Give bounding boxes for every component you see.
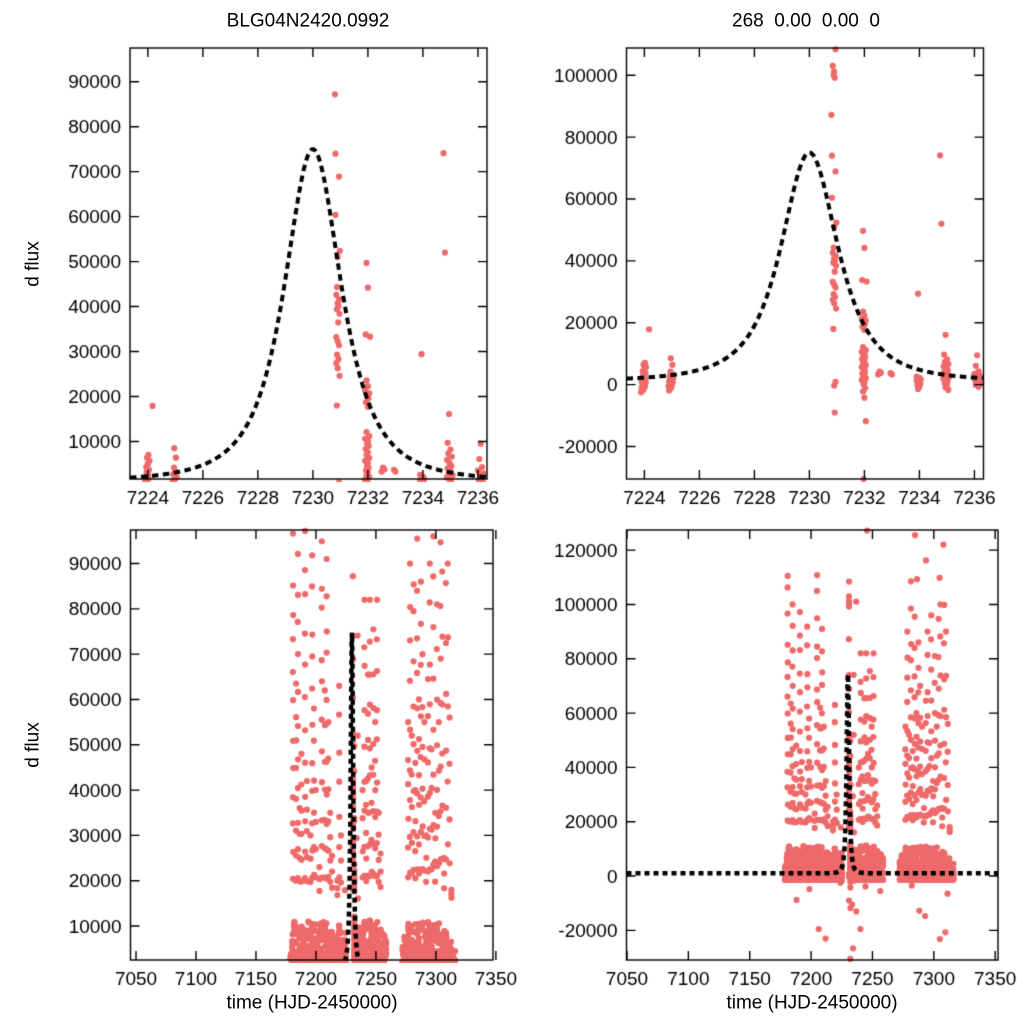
x-axis-label-right: time (HJD-2450000) bbox=[726, 992, 898, 1014]
panel-title-left: BLG04N2420.0992 bbox=[226, 10, 390, 32]
x-axis-label-left: time (HJD-2450000) bbox=[226, 992, 398, 1014]
y-axis-label-top: d flux bbox=[22, 241, 44, 287]
y-axis-label-bottom: d flux bbox=[22, 722, 44, 768]
panel-title-right: 268 0.00 0.00 0 bbox=[732, 10, 880, 32]
